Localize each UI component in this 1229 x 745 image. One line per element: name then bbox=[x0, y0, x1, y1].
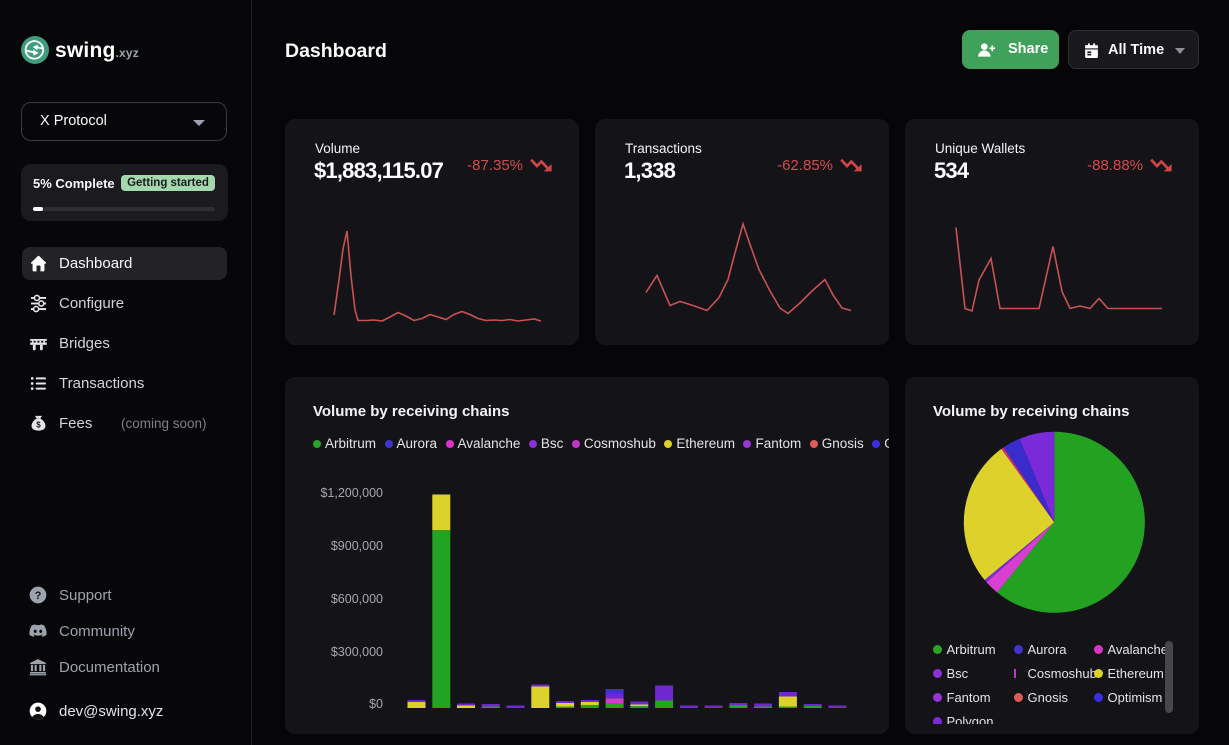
svg-text:$: $ bbox=[36, 421, 41, 430]
svg-text:?: ? bbox=[35, 590, 42, 602]
